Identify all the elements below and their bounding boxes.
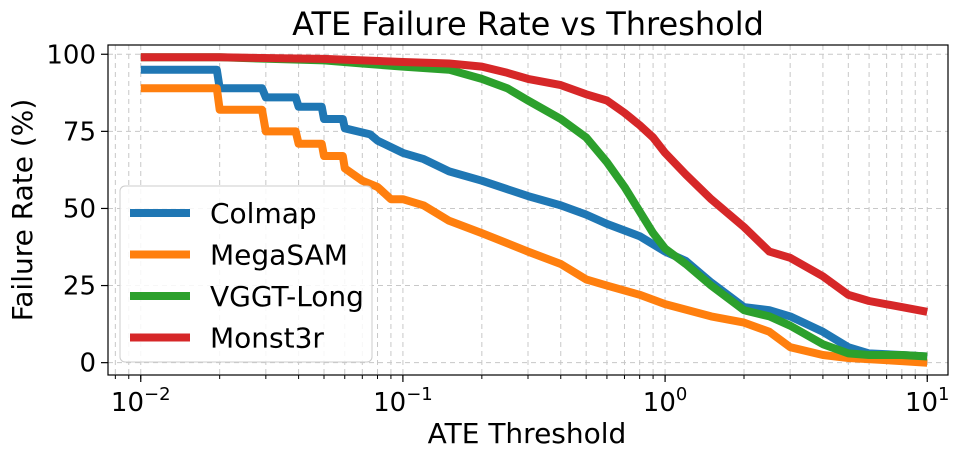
series-line-vggt-long <box>140 53 928 361</box>
y-tick-label: 0 <box>79 349 96 379</box>
legend-box <box>119 185 373 363</box>
series-line-colmap <box>140 65 928 361</box>
series-line-megasam <box>140 84 928 367</box>
legend-label-monst3r: Monst3r <box>210 322 324 355</box>
series-line-monst3r <box>140 53 928 316</box>
y-axis-label: Failure Rate (%) <box>6 99 39 322</box>
series-lines <box>140 53 928 367</box>
x-axis-label: ATE Threshold <box>428 417 627 450</box>
legend-label-vggt-long: VGGT-Long <box>210 280 364 313</box>
x-tick-label: 10−2 <box>111 384 171 418</box>
legend-label-megasam: MegaSAM <box>210 239 348 272</box>
y-tick-label: 25 <box>63 272 96 302</box>
y-tick-label: 50 <box>63 194 96 224</box>
axis-ticks: 0 25 50 75 100 10−2 10−1 100 101 <box>46 40 949 418</box>
x-tick-label: 10−1 <box>373 384 433 418</box>
x-tick-label: 101 <box>905 384 950 418</box>
legend: Colmap MegaSAM VGGT-Long Monst3r <box>119 185 373 363</box>
y-tick-label: 75 <box>63 117 96 147</box>
y-tick-label: 100 <box>46 40 96 70</box>
x-tick-label: 100 <box>643 384 688 418</box>
chart-title: ATE Failure Rate vs Threshold <box>292 5 764 43</box>
legend-label-colmap: Colmap <box>210 197 317 230</box>
